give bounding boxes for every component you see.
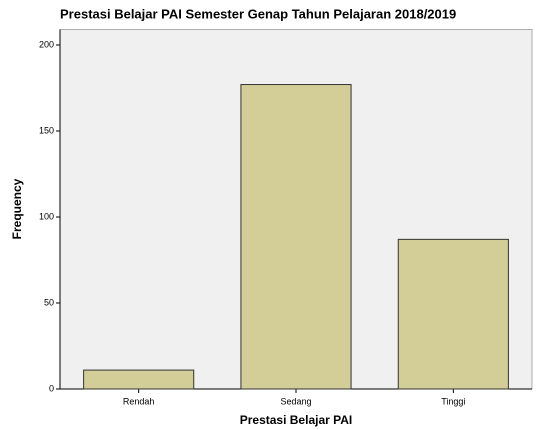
chart-title: Prestasi Belajar PAI Semester Genap Tahu…	[60, 6, 456, 21]
bar	[240, 84, 352, 390]
y-tick-label: 0	[49, 383, 54, 393]
y-tick-label: 100	[39, 211, 54, 221]
y-tick-label: 200	[39, 39, 54, 49]
bar	[83, 369, 195, 390]
y-tick-label: 150	[39, 125, 54, 135]
bar	[397, 238, 509, 390]
x-axis-label: Prestasi Belajar PAI	[240, 413, 353, 427]
x-tick-label: Rendah	[123, 396, 155, 406]
x-tick-label: Tinggi	[441, 396, 465, 406]
y-tick-label: 50	[44, 297, 54, 307]
x-tick-label: Sedang	[280, 396, 311, 406]
y-axis-label: Frequency	[10, 178, 24, 239]
